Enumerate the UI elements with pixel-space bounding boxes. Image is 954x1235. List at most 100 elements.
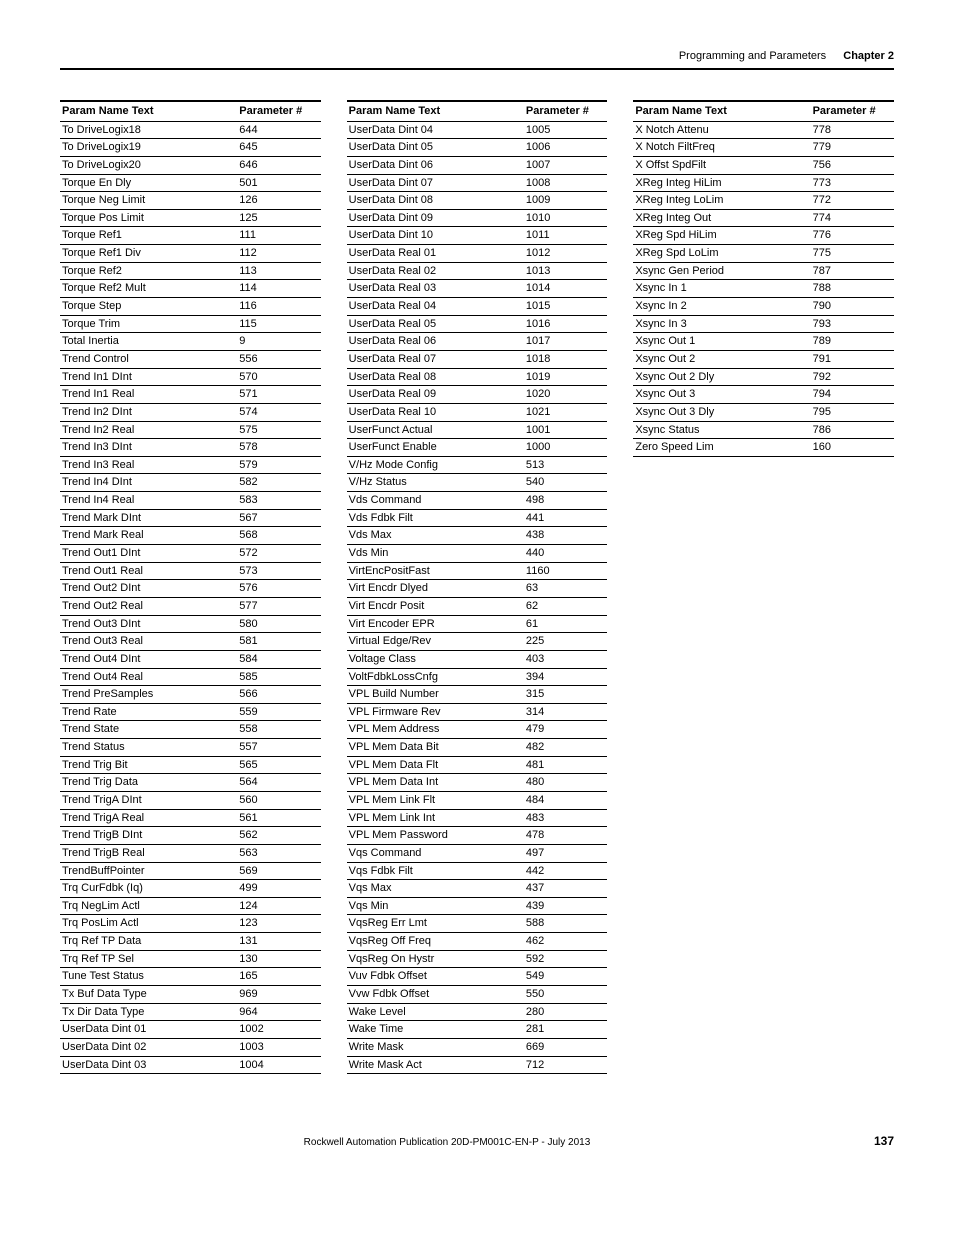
param-number-cell: 559 <box>237 703 320 721</box>
param-name-cell: UserData Real 04 <box>347 298 524 316</box>
param-name-cell: To DriveLogix20 <box>60 156 237 174</box>
table-row: To DriveLogix20646 <box>60 156 321 174</box>
table-row: UserData Real 081019 <box>347 368 608 386</box>
param-number-cell: 592 <box>524 950 607 968</box>
param-number-cell: 564 <box>237 774 320 792</box>
param-number-cell: 394 <box>524 668 607 686</box>
param-table-1-body: To DriveLogix18644To DriveLogix19645To D… <box>60 121 321 1074</box>
param-name-cell: Trend In1 DInt <box>60 368 237 386</box>
param-name-cell: XReg Integ LoLim <box>633 192 810 210</box>
param-name-cell: Torque Trim <box>60 315 237 333</box>
param-name-cell: Voltage Class <box>347 650 524 668</box>
param-name-cell: X Offst SpdFilt <box>633 156 810 174</box>
param-name-cell: Xsync In 1 <box>633 280 810 298</box>
col-header-name: Param Name Text <box>347 101 524 121</box>
param-name-cell: To DriveLogix18 <box>60 121 237 139</box>
table-row: Trend Trig Data564 <box>60 774 321 792</box>
param-name-cell: Trend In2 DInt <box>60 403 237 421</box>
table-row: VPL Mem Address479 <box>347 721 608 739</box>
column-1: Param Name Text Parameter # To DriveLogi… <box>60 100 321 1074</box>
table-row: UserData Real 021013 <box>347 262 608 280</box>
param-number-cell: 1006 <box>524 139 607 157</box>
param-name-cell: Vds Fdbk Filt <box>347 509 524 527</box>
table-row: UserData Real 071018 <box>347 350 608 368</box>
param-name-cell: Xsync In 2 <box>633 298 810 316</box>
param-number-cell: 1021 <box>524 403 607 421</box>
table-row: Torque Ref1 Div112 <box>60 245 321 263</box>
param-number-cell: 442 <box>524 862 607 880</box>
param-number-cell: 575 <box>237 421 320 439</box>
param-number-cell: 1000 <box>524 439 607 457</box>
param-number-cell: 440 <box>524 545 607 563</box>
param-name-cell: UserData Real 01 <box>347 245 524 263</box>
table-row: UserData Dint 081009 <box>347 192 608 210</box>
table-row: VPL Mem Link Flt484 <box>347 791 608 809</box>
param-number-cell: 669 <box>524 1038 607 1056</box>
param-number-cell: 580 <box>237 615 320 633</box>
param-number-cell: 125 <box>237 209 320 227</box>
param-number-cell: 786 <box>811 421 894 439</box>
table-row: UserData Dint 041005 <box>347 121 608 139</box>
table-row: V/Hz Status540 <box>347 474 608 492</box>
table-row: UserData Dint 031004 <box>60 1056 321 1074</box>
param-number-cell: 126 <box>237 192 320 210</box>
param-name-cell: Torque Ref1 Div <box>60 245 237 263</box>
table-row: TrendBuffPointer569 <box>60 862 321 880</box>
param-name-cell: VqsReg On Hystr <box>347 950 524 968</box>
table-row: X Offst SpdFilt756 <box>633 156 894 174</box>
param-name-cell: Trend TrigA Real <box>60 809 237 827</box>
param-number-cell: 776 <box>811 227 894 245</box>
param-number-cell: 774 <box>811 209 894 227</box>
param-name-cell: Trend TrigA DInt <box>60 791 237 809</box>
param-number-cell: 584 <box>237 650 320 668</box>
table-row: VPL Mem Link Int483 <box>347 809 608 827</box>
param-name-cell: UserData Dint 10 <box>347 227 524 245</box>
table-row: VPL Mem Password478 <box>347 827 608 845</box>
param-name-cell: UserData Dint 07 <box>347 174 524 192</box>
param-number-cell: 281 <box>524 1021 607 1039</box>
param-name-cell: Xsync Out 2 Dly <box>633 368 810 386</box>
param-number-cell: 165 <box>237 968 320 986</box>
param-name-cell: Trend PreSamples <box>60 686 237 704</box>
table-row: Torque En Dly501 <box>60 174 321 192</box>
param-number-cell: 787 <box>811 262 894 280</box>
param-name-cell: UserData Real 08 <box>347 368 524 386</box>
param-name-cell: VPL Mem Password <box>347 827 524 845</box>
table-row: Trend In2 DInt574 <box>60 403 321 421</box>
header-rule <box>60 68 894 70</box>
col-header-name: Param Name Text <box>60 101 237 121</box>
param-name-cell: Xsync Out 3 Dly <box>633 403 810 421</box>
param-number-cell: 112 <box>237 245 320 263</box>
param-name-cell: UserData Dint 02 <box>60 1038 237 1056</box>
table-row: VPL Mem Data Bit482 <box>347 739 608 757</box>
table-row: Wake Level280 <box>347 1003 608 1021</box>
table-row: Trend Trig Bit565 <box>60 756 321 774</box>
table-row: UserData Dint 021003 <box>60 1038 321 1056</box>
param-name-cell: Torque Ref2 Mult <box>60 280 237 298</box>
param-name-cell: Vds Min <box>347 545 524 563</box>
param-number-cell: 790 <box>811 298 894 316</box>
param-number-cell: 498 <box>524 492 607 510</box>
param-number-cell: 582 <box>237 474 320 492</box>
param-name-cell: Xsync Status <box>633 421 810 439</box>
table-row: XReg Integ Out774 <box>633 209 894 227</box>
param-number-cell: 557 <box>237 739 320 757</box>
param-number-cell: 114 <box>237 280 320 298</box>
param-name-cell: Trend In4 DInt <box>60 474 237 492</box>
param-name-cell: UserData Real 02 <box>347 262 524 280</box>
table-row: Tx Dir Data Type964 <box>60 1003 321 1021</box>
footer-page-number: 137 <box>874 1134 894 1148</box>
param-name-cell: Trend In4 Real <box>60 492 237 510</box>
param-number-cell: 1011 <box>524 227 607 245</box>
param-name-cell: Trend Control <box>60 350 237 368</box>
param-name-cell: Trend Out4 DInt <box>60 650 237 668</box>
param-name-cell: Xsync Gen Period <box>633 262 810 280</box>
param-number-cell: 482 <box>524 739 607 757</box>
param-name-cell: X Notch FiltFreq <box>633 139 810 157</box>
param-name-cell: UserData Real 10 <box>347 403 524 421</box>
param-name-cell: Trq NegLim Actl <box>60 897 237 915</box>
param-name-cell: VPL Build Number <box>347 686 524 704</box>
param-number-cell: 788 <box>811 280 894 298</box>
param-name-cell: VqsReg Off Freq <box>347 933 524 951</box>
param-name-cell: Tx Buf Data Type <box>60 986 237 1004</box>
